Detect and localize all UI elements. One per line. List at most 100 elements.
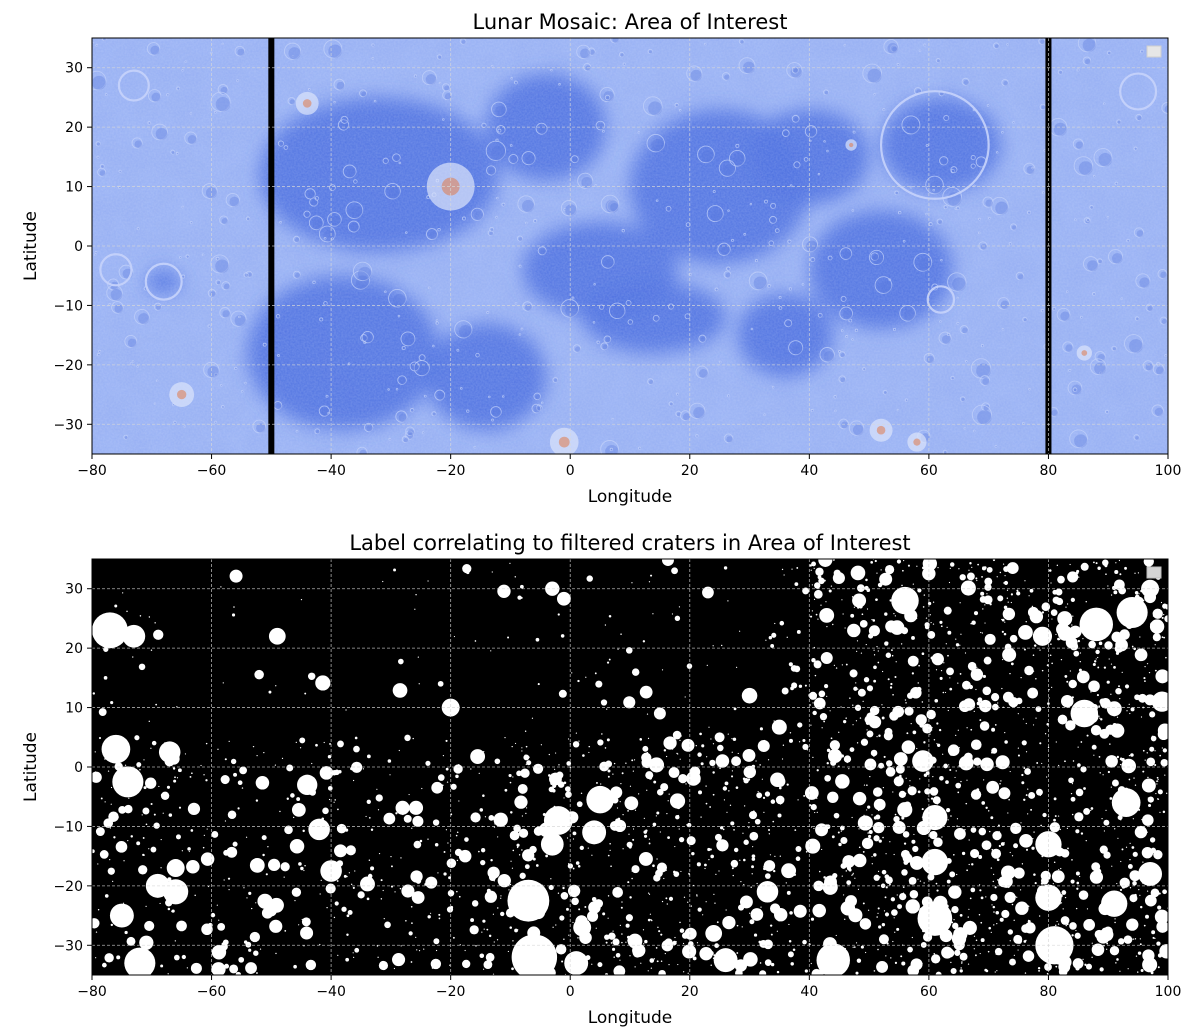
crater — [994, 947, 1003, 956]
mosaic-crater — [788, 287, 793, 291]
crater — [176, 706, 178, 708]
mosaic-crater — [283, 145, 289, 150]
crater — [1052, 883, 1054, 885]
crater — [868, 829, 873, 835]
crater — [751, 873, 753, 875]
crater — [840, 862, 847, 869]
crater — [1134, 694, 1140, 701]
crater — [792, 948, 796, 951]
crater — [712, 743, 715, 745]
mosaic-crater-shadow — [488, 168, 496, 176]
crater — [1050, 643, 1052, 645]
crater — [1147, 796, 1154, 803]
crater — [1010, 662, 1014, 666]
crater — [1054, 815, 1057, 818]
crater — [520, 584, 524, 589]
crater — [1079, 875, 1081, 878]
mosaic-crater-shadow — [372, 44, 374, 47]
crater — [483, 751, 485, 753]
mosaic-crater-shadow — [185, 61, 187, 63]
mosaic-crater-shadow — [987, 105, 989, 107]
crater — [1075, 907, 1078, 910]
mosaic-crater-shadow — [793, 68, 799, 74]
crater — [1110, 693, 1112, 695]
crater — [948, 581, 951, 584]
mosaic-crater-shadow — [205, 187, 218, 199]
crater — [911, 636, 915, 640]
crater — [631, 668, 640, 676]
crater — [901, 584, 903, 587]
crater — [398, 749, 400, 752]
mosaic-crater — [1083, 217, 1091, 225]
crater — [453, 764, 463, 774]
crater — [1088, 640, 1096, 649]
crater — [545, 854, 548, 858]
crater — [942, 753, 944, 755]
crater — [816, 596, 819, 599]
mosaic-crater — [826, 149, 829, 153]
mosaic-crater-shadow — [829, 256, 833, 260]
crater — [1161, 616, 1164, 619]
mosaic-crater — [778, 306, 783, 310]
crater — [1003, 605, 1008, 610]
crater — [548, 774, 551, 777]
label-panel: Label correlating to filtered craters in… — [21, 531, 1181, 1028]
mosaic-crater-shadow — [1051, 409, 1059, 417]
crater — [493, 812, 508, 827]
crater — [956, 818, 959, 820]
mosaic-crater — [104, 93, 108, 96]
mosaic-crater — [1152, 363, 1165, 376]
crater — [991, 747, 998, 754]
crater — [853, 686, 858, 691]
mosaic-crater-shadow — [222, 310, 231, 318]
mosaic-crater-shadow — [930, 180, 944, 194]
crater — [1079, 652, 1082, 654]
crater — [845, 870, 848, 872]
mosaic-crater — [638, 446, 642, 450]
crater — [715, 873, 717, 876]
crater — [293, 964, 297, 969]
crater — [187, 847, 191, 851]
crater — [456, 831, 459, 834]
crater — [1000, 780, 1002, 782]
crater — [1129, 887, 1132, 889]
crater — [943, 662, 945, 664]
crater — [863, 784, 866, 786]
crater — [949, 769, 952, 772]
mosaic-crater-shadow — [399, 162, 401, 164]
mosaic-crater-shadow — [384, 159, 389, 164]
crater — [700, 816, 702, 818]
mosaic-crater-shadow — [982, 378, 990, 386]
mosaic-crater-shadow — [245, 382, 247, 384]
crater — [891, 909, 898, 916]
crater — [494, 758, 501, 765]
mosaic-crater — [319, 317, 324, 322]
crater — [1082, 958, 1084, 961]
crater — [621, 901, 623, 903]
mosaic-crater — [611, 417, 615, 421]
crater — [139, 615, 142, 617]
crater — [622, 814, 624, 816]
crater — [597, 962, 603, 968]
crater — [588, 751, 590, 754]
mosaic-crater-shadow — [114, 304, 124, 314]
mosaic-crater-shadow — [924, 44, 926, 46]
crater — [877, 650, 879, 652]
crater — [1129, 894, 1138, 903]
mosaic-crater-shadow — [1147, 305, 1153, 312]
mosaic-crater-shadow — [649, 50, 653, 54]
crater — [1086, 734, 1089, 737]
crater — [824, 875, 837, 889]
crater — [216, 904, 218, 906]
mosaic-crater-shadow — [247, 272, 253, 278]
mosaic-crater — [1072, 138, 1084, 150]
crater — [678, 836, 685, 843]
mosaic-crater-shadow — [99, 170, 106, 177]
crater — [979, 889, 982, 892]
crater — [646, 751, 649, 754]
mosaic-crater-shadow — [99, 350, 101, 353]
crater — [900, 849, 910, 859]
crater — [1126, 918, 1139, 931]
mosaic-crater-shadow — [727, 267, 730, 271]
mosaic-crater-shadow — [811, 258, 815, 262]
